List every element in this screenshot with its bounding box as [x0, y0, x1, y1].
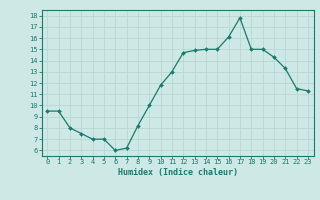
X-axis label: Humidex (Indice chaleur): Humidex (Indice chaleur) [118, 168, 237, 177]
